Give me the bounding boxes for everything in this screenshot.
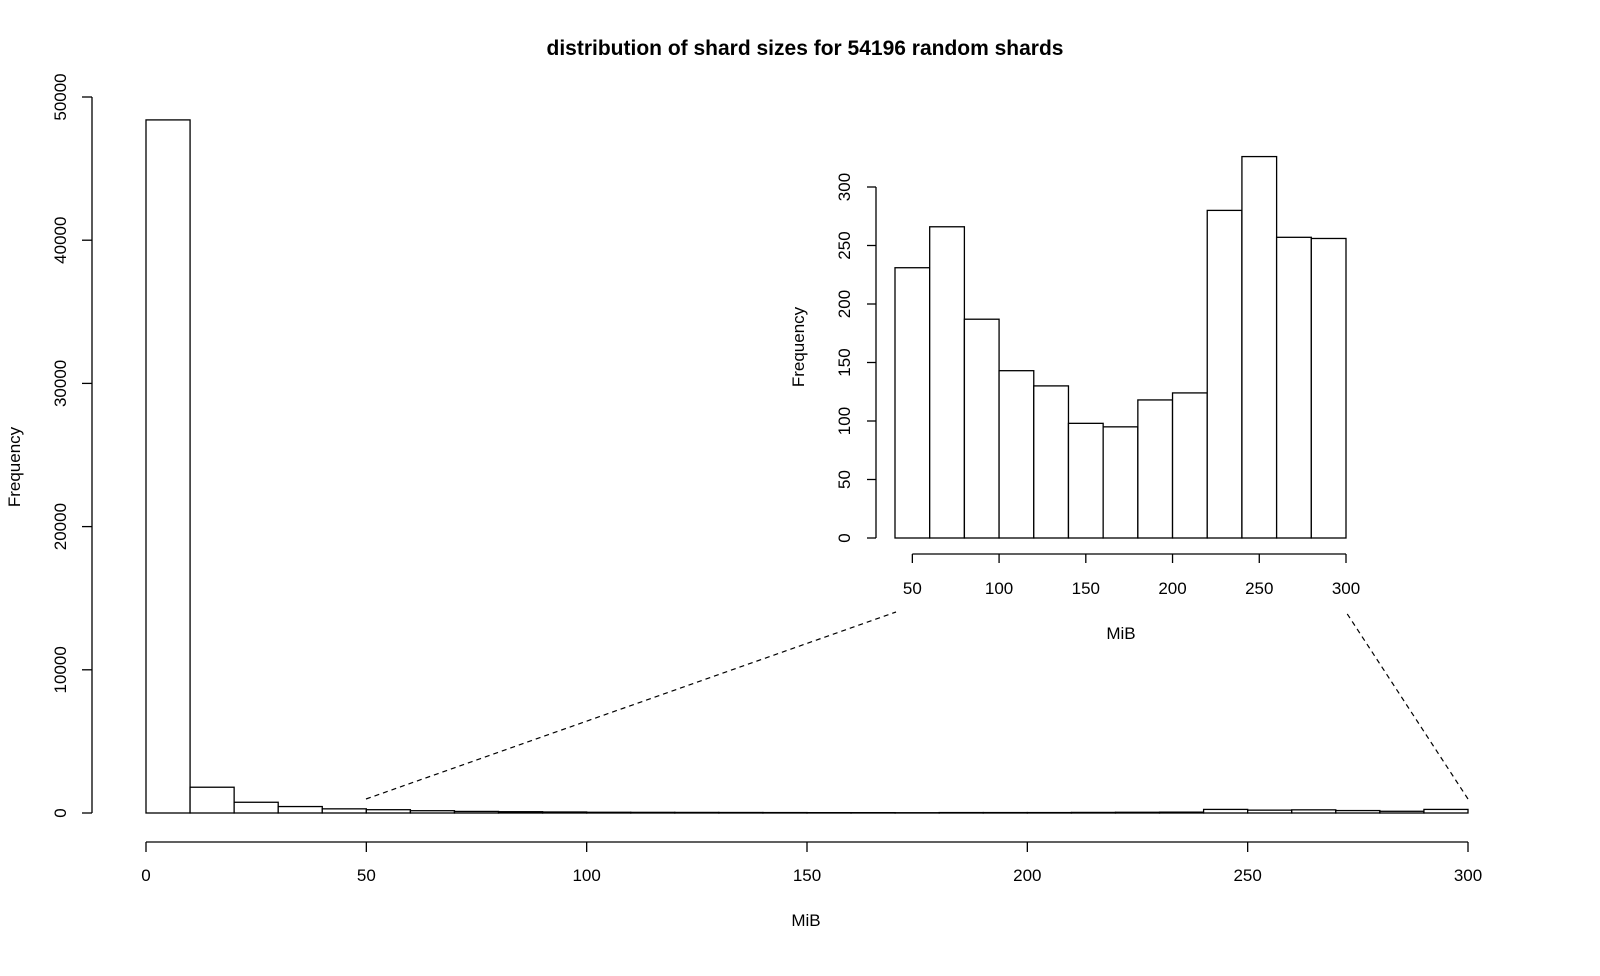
- inset-bar: [1102, 426, 1139, 539]
- main-y-axis: 0 10000 20000 30000 40000 50000: [51, 73, 93, 818]
- main-x-tick-label: 50: [357, 866, 376, 885]
- inset-bar: [998, 370, 1035, 539]
- main-y-tick-label: 20000: [51, 503, 70, 550]
- inset-x-tick-label: 50: [903, 579, 922, 598]
- main-bar: [1335, 809, 1381, 814]
- inset-y-axis-label: Frequency: [789, 306, 808, 387]
- inset-bar: [1310, 237, 1347, 539]
- inset-bar: [929, 226, 966, 539]
- main-bar: [145, 119, 191, 814]
- main-bar: [1114, 811, 1161, 814]
- main-bar: [1158, 811, 1205, 814]
- main-y-axis-label: Frequency: [5, 426, 24, 507]
- inset-bar: [1033, 385, 1070, 539]
- main-x-tick-label: 300: [1454, 866, 1482, 885]
- main-y-tick-label: 40000: [51, 217, 70, 264]
- inset-bar: [894, 267, 931, 539]
- inset-x-tick-label: 100: [985, 579, 1013, 598]
- main-x-axis: 0 50 100 150 200 250 300: [141, 841, 1482, 885]
- inset-y-tick-label: 0: [835, 533, 854, 542]
- main-bar: [321, 808, 367, 814]
- zoom-connector-right: [1345, 611, 1469, 800]
- main-bars: [145, 119, 1469, 814]
- chart-title: distribution of shard sizes for 54196 ra…: [547, 37, 1064, 60]
- inset-x-tick-label: 150: [1072, 579, 1100, 598]
- main-x-tick-label: 100: [572, 866, 600, 885]
- main-bar: [1070, 811, 1117, 814]
- inset-x-tick-label: 200: [1158, 579, 1186, 598]
- main-bar: [541, 811, 588, 814]
- inset-bar: [1275, 236, 1312, 539]
- main-bar: [586, 811, 632, 814]
- zoom-connector-left: [365, 611, 897, 800]
- main-bar: [674, 811, 720, 814]
- main-bar: [718, 811, 764, 814]
- inset-y-tick-label: 200: [835, 290, 854, 318]
- main-bar: [630, 811, 676, 814]
- main-y-tick-label: 50000: [51, 73, 70, 120]
- inset-y-tick-label: 50: [835, 470, 854, 489]
- main-bar: [1247, 809, 1293, 814]
- main-y-tick-label: 0: [51, 808, 70, 817]
- main-bar: [189, 786, 235, 814]
- inset-y-tick-label: 250: [835, 231, 854, 259]
- main-y-tick-label: 10000: [51, 646, 70, 693]
- main-x-tick-label: 200: [1013, 866, 1041, 885]
- inset-y-tick-label: 150: [835, 348, 854, 376]
- main-bar: [409, 810, 456, 814]
- inset-bar: [1067, 422, 1104, 539]
- inset-x-axis: 50 100 150 200 250 300: [903, 553, 1360, 598]
- inset-x-axis-label: MiB: [1106, 624, 1135, 643]
- inset-y-tick-label: 100: [835, 407, 854, 435]
- inset-bar: [1206, 209, 1243, 539]
- main-y-tick-label: 30000: [51, 360, 70, 407]
- main-bar: [277, 805, 323, 814]
- inset-x-tick-label: 300: [1332, 579, 1360, 598]
- main-bar: [497, 811, 544, 814]
- main-bar: [453, 810, 500, 814]
- main-bar: [1379, 810, 1425, 814]
- inset-y-tick-label: 300: [835, 173, 854, 201]
- main-histogram: 0 50 100 150 200 250 300 0 10000 20000 30000 40000…: [5, 73, 1482, 930]
- inset-bar: [963, 318, 1000, 539]
- main-bar: [233, 801, 279, 814]
- main-bar: [1202, 808, 1249, 814]
- inset-histogram: 50 100 150 200 250 300 0 50 100 150 200 250 300 MiB…: [789, 155, 1360, 643]
- main-x-tick-label: 150: [793, 866, 821, 885]
- main-x-axis-label: MiB: [791, 911, 820, 930]
- main-bar: [365, 809, 412, 814]
- inset-y-axis: 0 50 100 150 200 250 300: [835, 173, 877, 543]
- main-bar: [1291, 809, 1337, 814]
- inset-bar: [1171, 392, 1208, 539]
- inset-x-tick-label: 250: [1245, 579, 1273, 598]
- main-x-tick-label: 0: [141, 866, 150, 885]
- main-x-tick-label: 250: [1233, 866, 1261, 885]
- inset-bars: [894, 155, 1347, 539]
- inset-bar: [1241, 155, 1278, 539]
- inset-bar: [1137, 399, 1174, 539]
- main-bar: [1423, 808, 1469, 814]
